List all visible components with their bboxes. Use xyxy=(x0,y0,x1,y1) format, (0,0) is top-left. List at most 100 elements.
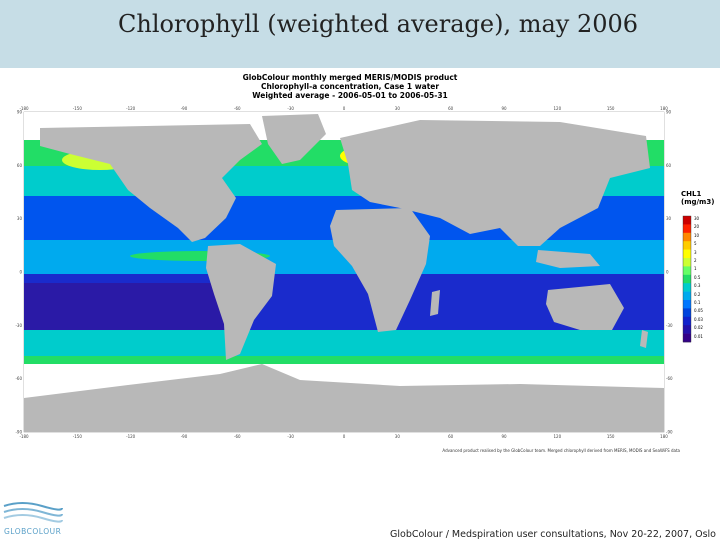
legend-label: 0.03 xyxy=(694,316,703,322)
longitude-tick-label: 60 xyxy=(448,106,454,111)
longitude-tick-label: -150 xyxy=(73,434,83,439)
land-indonesia xyxy=(536,250,600,268)
longitude-tick-label: 180 xyxy=(660,106,668,111)
ocean-south-gyre xyxy=(24,283,224,333)
longitude-tick-label: -120 xyxy=(126,434,136,439)
product-header: GlobColour monthly merged MERIS/MODIS pr… xyxy=(200,73,500,100)
land-australia xyxy=(546,284,624,330)
logo-wave xyxy=(3,508,63,517)
longitude-tick-label: 60 xyxy=(448,434,454,439)
product-header-line: Weighted average - 2006-05-01 to 2006-05… xyxy=(252,91,448,100)
logo-wave xyxy=(3,502,63,511)
latitude-tick-label: -30 xyxy=(666,323,673,328)
longitude-tick-label: -30 xyxy=(287,106,294,111)
longitude-tick-label: -180 xyxy=(19,434,29,439)
legend-color-swatch xyxy=(683,216,691,225)
ocean-southern-band xyxy=(24,330,664,356)
legend-title: CHL1 (mg/m3) xyxy=(681,190,714,206)
latitude-tick-label: -90 xyxy=(666,430,673,435)
legend-label: 5 xyxy=(694,241,697,247)
logo-wave xyxy=(3,514,63,523)
latitude-tick-label: -60 xyxy=(666,376,673,381)
legend-color-swatch xyxy=(683,333,691,343)
land-masses xyxy=(24,114,664,432)
legend-label: 1 xyxy=(694,266,697,272)
logo-text: GLOBCOLOUR xyxy=(4,527,61,536)
legend-label: 0.05 xyxy=(694,308,703,314)
longitude-tick-label: -90 xyxy=(181,434,188,439)
slide-title: Chlorophyll (weighted average), may 2006 xyxy=(118,10,639,38)
latitude-tick-label: 90 xyxy=(666,110,672,115)
longitude-tick-label: 150 xyxy=(607,434,615,439)
product-header-line: Chlorophyll-a concentration, Case 1 wate… xyxy=(260,82,440,91)
land-south-america xyxy=(206,244,276,360)
land-madagascar xyxy=(430,290,440,316)
ocean-antarctic-band xyxy=(24,356,664,364)
legend-color-swatch xyxy=(683,283,691,292)
slide-footer: GLOBCOLOUR GlobColour / Medspiration use… xyxy=(0,458,720,540)
legend-color-swatch xyxy=(683,325,691,334)
land-europe-asia xyxy=(340,120,650,246)
latitude-tick-label: -90 xyxy=(15,430,22,435)
longitude-axis: -180 -180 -150 -150 -120 -120 -90 -90 -60 -60 -30 -… xyxy=(19,106,668,439)
latitude-tick-label: 90 xyxy=(17,110,23,115)
legend-label: 30 xyxy=(694,216,700,221)
legend-color-swatch xyxy=(683,300,691,309)
land-antarctica xyxy=(24,364,664,432)
latitude-tick-label: 0 xyxy=(666,270,669,275)
latitude-tick-label: 30 xyxy=(666,216,672,221)
legend-color-swatch xyxy=(683,258,691,267)
longitude-tick-label: -30 xyxy=(287,434,294,439)
legend-color-swatch xyxy=(683,316,691,326)
legend-label: 3 xyxy=(694,249,697,255)
legend-label: 0.1 xyxy=(694,300,701,305)
longitude-tick-label: 30 xyxy=(395,434,401,439)
legend-label: 0.2 xyxy=(694,291,701,297)
legend-label: 2 xyxy=(694,258,697,263)
longitude-tick-label: -150 xyxy=(73,106,83,111)
latitude-tick-label: 60 xyxy=(666,163,672,168)
longitude-tick-label: 150 xyxy=(607,106,615,111)
legend-label: 0.3 xyxy=(694,283,701,289)
latitude-tick-label: 30 xyxy=(17,216,23,221)
longitude-tick-label: 0 xyxy=(343,106,346,111)
longitude-tick-label: 90 xyxy=(501,434,507,439)
latitude-tick-label: -30 xyxy=(15,323,22,328)
latitude-tick-label: -60 xyxy=(15,376,22,381)
legend-color-swatch xyxy=(683,232,691,242)
legend-title-line: (mg/m3) xyxy=(681,198,715,206)
longitude-tick-label: 90 xyxy=(501,106,507,111)
land-africa xyxy=(330,208,430,332)
footer-text: GlobColour / Medspiration user consultat… xyxy=(390,529,716,540)
longitude-tick-label: -120 xyxy=(126,106,136,111)
land-greenland xyxy=(262,114,326,164)
color-scale-bar xyxy=(682,215,692,343)
longitude-tick-label: -60 xyxy=(234,106,241,111)
legend-color-swatch xyxy=(683,241,691,250)
land-north-america xyxy=(40,124,262,242)
legend-color-swatch xyxy=(683,274,691,284)
product-header-line: GlobColour monthly merged MERIS/MODIS pr… xyxy=(242,73,458,82)
slide-header: Chlorophyll (weighted average), may 2006 xyxy=(0,0,720,68)
legend-color-swatch xyxy=(683,266,691,276)
land-new-zealand xyxy=(640,330,648,348)
longitude-tick-label: -90 xyxy=(181,106,188,111)
legend-label: 0.5 xyxy=(694,274,701,280)
latitude-axis: 90 90 60 60 30 30 0 0 -30 -30 -60 -60 -90 -90 xyxy=(15,110,673,435)
legend-color-swatch xyxy=(683,249,691,259)
longitude-tick-label: 120 xyxy=(554,106,562,111)
longitude-tick-label: 0 xyxy=(343,434,346,439)
world-map: -180 -180 -150 -150 -120 -120 -90 -90 -60 -60 -30 -… xyxy=(15,106,692,439)
legend-color-swatch xyxy=(683,308,691,318)
legend-label: 20 xyxy=(694,224,700,230)
legend-color-swatch xyxy=(683,224,691,234)
map-panel: -180 -180 -150 -150 -120 -120 -90 -90 -60 -60 -30 -… xyxy=(0,68,720,458)
longitude-tick-label: 120 xyxy=(554,434,562,439)
latitude-tick-label: 0 xyxy=(19,270,22,275)
legend-label: 0.01 xyxy=(694,333,703,339)
map-credit: Advanced product realised by the GlobCol… xyxy=(442,448,680,453)
ocean-layer xyxy=(24,112,664,432)
longitude-tick-label: -60 xyxy=(234,434,241,439)
legend-color-swatch xyxy=(683,291,691,301)
legend-label: 10 xyxy=(694,232,700,238)
